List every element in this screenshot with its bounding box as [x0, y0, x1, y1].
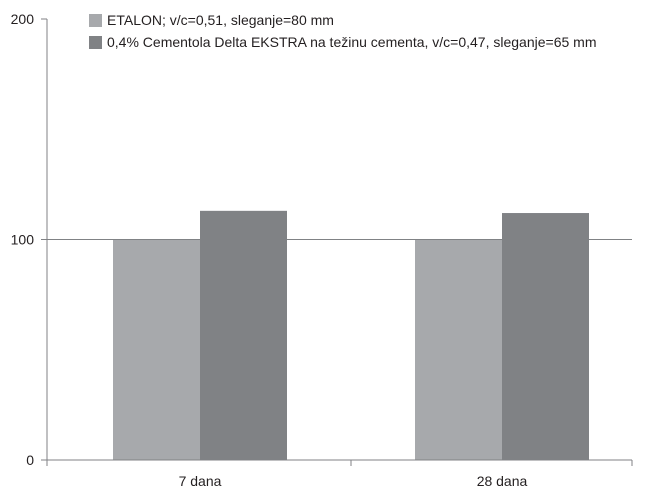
- legend-label-cementol: 0,4% Cementola Delta EKSTRA na težinu ce…: [107, 34, 597, 50]
- legend-swatch-cementol: [89, 36, 102, 49]
- bar-etalon-7-dana: [113, 239, 200, 460]
- y-tick-label-100: 100: [11, 232, 35, 248]
- bar-cementol-28-dana: [502, 213, 589, 460]
- legend-label-etalon: ETALON; v/c=0,51, sleganje=80 mm: [107, 12, 334, 28]
- bar-etalon-28-dana: [415, 239, 502, 460]
- legend: ETALON; v/c=0,51, sleganje=80 mm 0,4% Cem…: [89, 12, 597, 50]
- y-tick-label-0: 0: [26, 452, 34, 468]
- axes-layer: [41, 18, 633, 466]
- bars-layer: [113, 210, 589, 460]
- y-tick-label-200: 200: [11, 11, 35, 27]
- bar-cementol-7-dana: [200, 210, 287, 460]
- x-category-label-28-dana: 28 dana: [477, 473, 528, 489]
- legend-swatch-etalon: [89, 14, 102, 27]
- y-tick-labels: 0 100 200: [11, 11, 35, 468]
- x-category-labels: 7 dana 28 dana: [179, 473, 528, 489]
- x-category-label-7-dana: 7 dana: [179, 473, 222, 489]
